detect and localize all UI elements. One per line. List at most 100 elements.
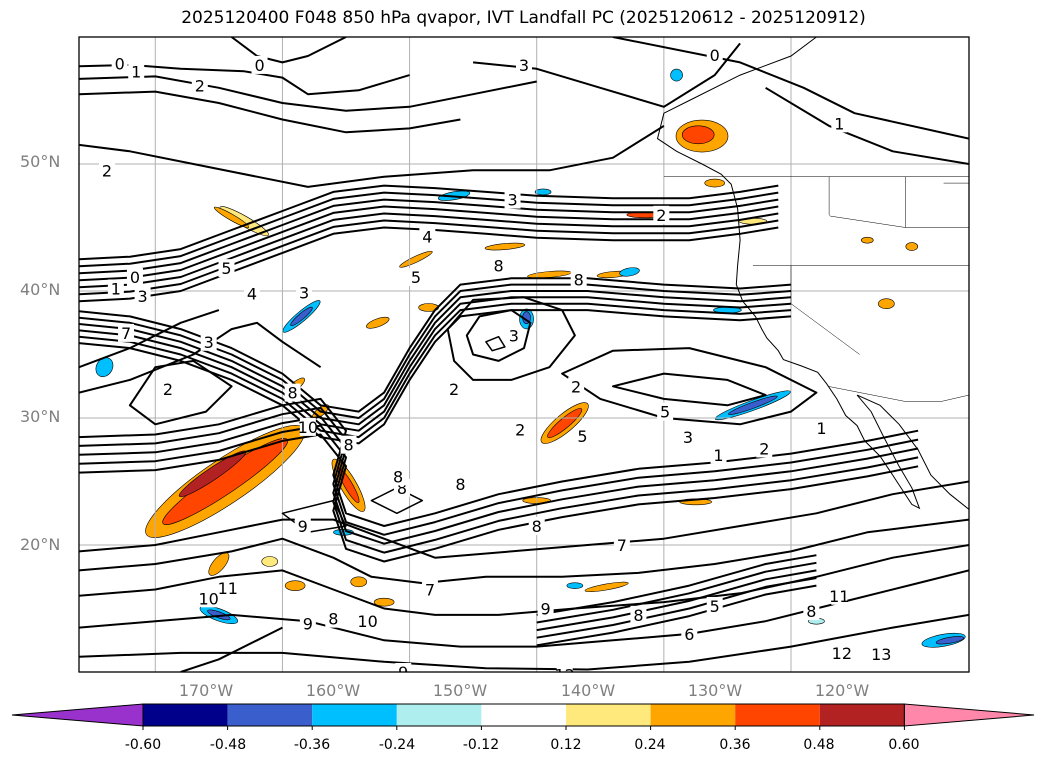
- ivt-contour: [465, 309, 532, 362]
- contour-label-background: [98, 161, 115, 180]
- contour-label: 3: [509, 326, 519, 345]
- contour-label-background: [96, 688, 112, 706]
- ivt-contour: [79, 397, 919, 527]
- ivt-contour: [485, 335, 506, 352]
- contour-label: 2: [195, 76, 205, 95]
- contour-label: 2: [571, 377, 581, 396]
- contour-label: 3: [683, 428, 693, 447]
- contour-label: 10: [357, 612, 377, 631]
- contour-label-background: [516, 55, 532, 74]
- contour-label-background: [134, 287, 151, 306]
- contour-label: 0: [130, 268, 140, 287]
- contour-label-background: [284, 383, 301, 402]
- contour-label-background: [219, 579, 236, 598]
- contour-label: 0: [710, 46, 720, 65]
- ivt-contour: [180, 626, 283, 672]
- ivt-contour: [612, 372, 767, 407]
- ivt-contour: [79, 90, 461, 134]
- moisture-streak: [399, 250, 433, 268]
- contour-label-background: [630, 605, 647, 624]
- lon-label-160w: 160°W: [305, 681, 361, 700]
- moisture-streak: [213, 206, 250, 228]
- ivt-contour: [79, 302, 792, 439]
- contour-label-background: [160, 379, 176, 398]
- contour-label-background: [813, 419, 830, 438]
- contour-label: 8: [493, 257, 503, 276]
- colorbar-tick-label: 0.60: [888, 737, 920, 753]
- colorbar-frame: [142, 703, 905, 727]
- ivt-contour: [536, 554, 817, 616]
- contour-label-background: [200, 332, 217, 351]
- contour-label: 11: [829, 587, 849, 606]
- colorbar-segment: [143, 704, 228, 726]
- contour-label: 9: [298, 517, 308, 536]
- ivt-contour: [370, 487, 424, 515]
- ivt-contour: [79, 226, 779, 303]
- contour-label: 3: [507, 191, 517, 210]
- contour-label-background: [294, 516, 311, 535]
- contour-label-background: [756, 439, 773, 458]
- contour-label: 8: [393, 467, 403, 486]
- colorbar-tick-label: -0.36: [293, 737, 331, 753]
- contour-label-background: [657, 402, 674, 421]
- contour-label-background: [191, 76, 208, 95]
- ivt-contour: [79, 191, 779, 268]
- colorbar-segment: [481, 704, 566, 726]
- colorbar-segment: [819, 704, 905, 726]
- dry-anomaly: [670, 68, 683, 82]
- contour-label: 8: [288, 384, 298, 403]
- contour-label: 10: [298, 418, 318, 437]
- ivt-contour: [79, 184, 779, 261]
- contour-label: 2: [515, 420, 525, 439]
- contour-label: 8: [328, 610, 338, 629]
- contour-label: 2: [449, 380, 459, 399]
- contour-label: 2: [102, 161, 112, 180]
- ivt-contour: [79, 321, 322, 394]
- contour-label: 13: [871, 645, 891, 664]
- contour-label-background: [407, 268, 424, 287]
- contour-label: 8: [343, 436, 353, 455]
- ivt-contour: [79, 309, 220, 369]
- contour-label: 6: [684, 625, 694, 644]
- state-border: [827, 386, 969, 402]
- ivt-contour: [536, 577, 817, 639]
- colorbar-segment: [227, 704, 313, 726]
- contour-label-background: [299, 614, 316, 633]
- colorbar-tick-label: 0.12: [550, 737, 582, 753]
- moisture-streak: [208, 552, 230, 576]
- moisture-streak: [350, 576, 368, 588]
- ivt-contour: [79, 290, 792, 426]
- lat-label-50n: 50°N: [20, 152, 61, 171]
- ivt-contour: [79, 212, 779, 289]
- moisture-streak: [261, 556, 279, 567]
- contour-label-background: [873, 645, 890, 664]
- moisture-streak: [373, 597, 395, 607]
- contour-label: 8: [806, 602, 816, 621]
- dry-anomaly-core: [935, 636, 965, 645]
- contour-label-background: [574, 426, 591, 445]
- colorbar-segment: [312, 704, 397, 726]
- contour-label: 7: [425, 580, 435, 599]
- contour-label-background: [833, 643, 850, 662]
- lon-label-150w: 150°W: [432, 681, 488, 700]
- ivt-contour: [561, 347, 818, 426]
- colorbar-segment: [735, 704, 820, 726]
- contour-label-background: [831, 114, 848, 133]
- contour-label-background: [528, 516, 545, 535]
- ivt-contour: [79, 219, 779, 296]
- ivt-contour: [79, 406, 919, 536]
- colorbar-segment: [566, 704, 651, 726]
- contour-label-background: [111, 54, 128, 73]
- contour-label: 8: [633, 606, 643, 625]
- ivt-contour: [79, 518, 969, 585]
- contour-label-background: [681, 624, 698, 643]
- contour-label-background: [128, 62, 145, 81]
- colorbar-extend-high: [903, 703, 1035, 727]
- map-title: 2025120400 F048 850 hPa qvapor, IVT Land…: [181, 8, 866, 28]
- contour-label: 4: [422, 227, 432, 246]
- ivt-contour: [79, 433, 919, 563]
- map-background: [79, 37, 969, 672]
- ivt-contour: [79, 415, 919, 545]
- moisture-streak: [484, 242, 526, 251]
- moisture-streak: [905, 242, 919, 251]
